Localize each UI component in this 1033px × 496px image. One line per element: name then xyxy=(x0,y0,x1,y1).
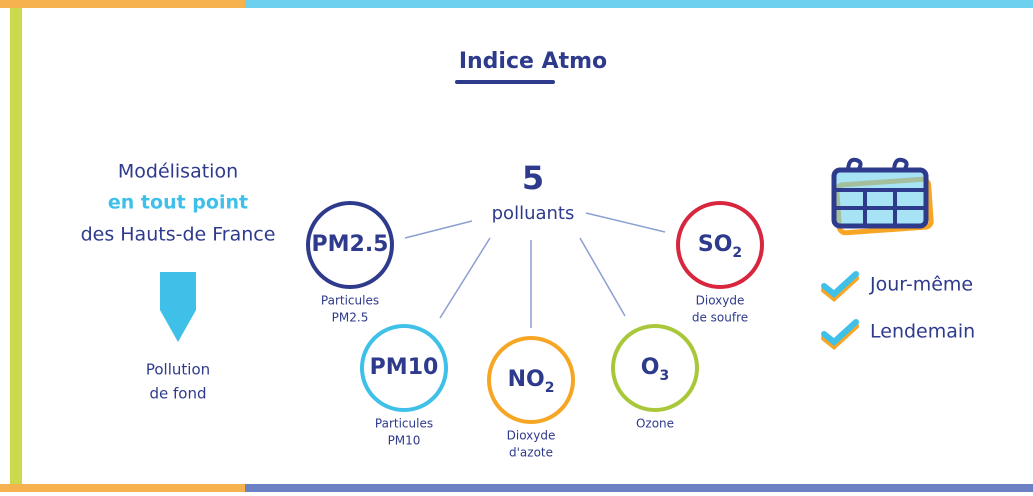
left-line: Modélisation xyxy=(118,161,238,183)
calendar-icon xyxy=(831,157,934,236)
pollutant-circle xyxy=(676,201,764,289)
forecast-item: Lendemain xyxy=(870,321,975,343)
subscript: 2 xyxy=(545,380,555,396)
pollutant-description: d'azote xyxy=(509,446,553,460)
top-bar-right xyxy=(245,0,1033,8)
symbol: NO xyxy=(508,367,545,392)
check xyxy=(821,271,859,302)
result-line: Pollution xyxy=(146,361,210,379)
left-line: des Hauts-de France xyxy=(81,224,276,246)
side-bar xyxy=(10,8,22,484)
pollutant-circle xyxy=(487,336,575,424)
top-bar-left xyxy=(0,0,245,8)
arrow-down xyxy=(160,272,196,342)
pollutant-circle xyxy=(306,201,394,289)
bottom-bar-right xyxy=(245,484,1033,492)
pollutant-description: PM10 xyxy=(388,434,421,448)
subscript: 3 xyxy=(659,368,669,384)
symbol: SO xyxy=(698,232,733,257)
pollutant-description: de soufre xyxy=(692,311,748,325)
pollutant-description: Ozone xyxy=(636,417,674,431)
pollutant-description: Dioxyde xyxy=(507,429,556,443)
subscript: 2 xyxy=(732,245,742,261)
result-line: de fond xyxy=(149,385,206,403)
check xyxy=(821,319,859,350)
pollutant-symbol: NO2 xyxy=(508,367,555,396)
title: Indice Atmo xyxy=(459,49,607,74)
symbol: PM2.5 xyxy=(312,232,389,257)
pollutant-symbol: PM10 xyxy=(370,355,439,380)
pollutant-description: PM2.5 xyxy=(332,311,369,325)
left-line: en tout point xyxy=(108,192,248,214)
pollutant-circle xyxy=(360,324,448,412)
pollutant-label: polluants xyxy=(492,203,575,224)
title-underline xyxy=(455,80,555,84)
symbol: PM10 xyxy=(370,355,439,380)
pollutant-description: Particules xyxy=(321,294,379,308)
symbol: O xyxy=(641,355,660,380)
pollutant-description: Particules xyxy=(375,417,433,431)
pollutant-count: 5 xyxy=(522,159,544,197)
pollutant-description: Dioxyde xyxy=(696,294,745,308)
connectors xyxy=(404,212,666,328)
forecast-item: Jour-même xyxy=(869,274,973,296)
pollutants: PM2.5 Particules PM2.5 PM10 Particules PM10 NO… xyxy=(306,201,764,460)
pollutant-circle xyxy=(611,324,699,412)
pollutant-symbol: O3 xyxy=(641,355,669,384)
bottom-bar-left xyxy=(0,484,245,492)
pollutant-symbol: PM2.5 xyxy=(312,232,389,257)
pollutant-symbol: SO2 xyxy=(698,232,742,261)
